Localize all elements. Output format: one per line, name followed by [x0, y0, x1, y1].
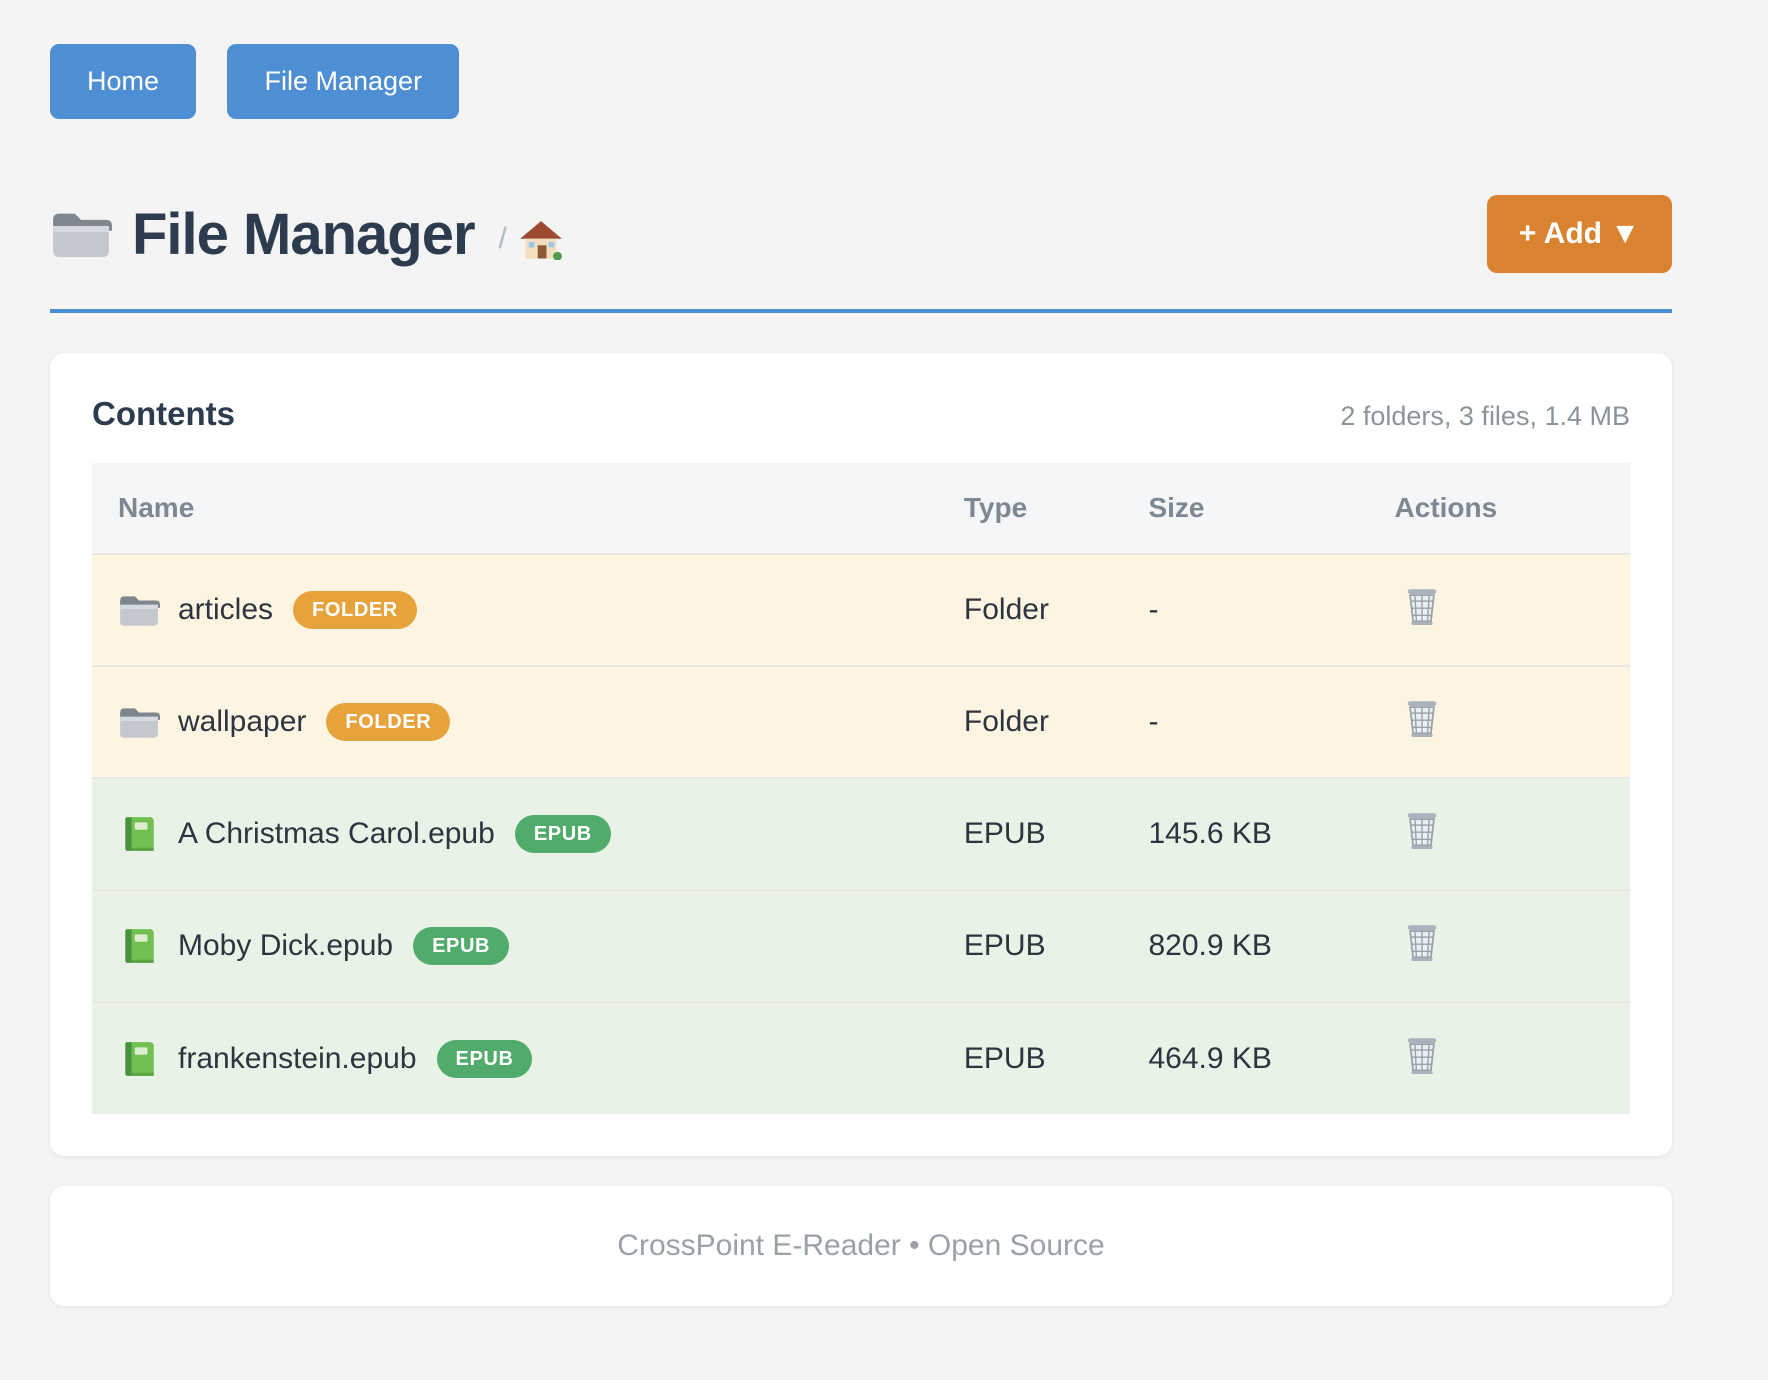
file-type: Folder: [963, 593, 1049, 626]
table-row[interactable]: frankenstein.epub EPUB EPUB 464.9 KB: [92, 1002, 1630, 1114]
table-row[interactable]: wallpaper FOLDER Folder -: [92, 666, 1630, 778]
delete-button[interactable]: [1403, 922, 1441, 964]
file-size: 820.9 KB: [1148, 929, 1272, 962]
file-size: -: [1148, 705, 1159, 738]
page-header: File Manager / + Add ▼: [50, 195, 1672, 273]
file-type: EPUB: [963, 1041, 1046, 1075]
folder-icon: [118, 703, 160, 741]
contents-card-header: Contents 2 folders, 3 files, 1.4 MB: [92, 395, 1630, 433]
folder-icon: [118, 591, 160, 629]
file-type: Folder: [963, 705, 1049, 738]
file-size: 464.9 KB: [1148, 1041, 1272, 1075]
type-badge: FOLDER: [326, 703, 451, 741]
green-book-icon: [118, 815, 160, 853]
green-book-icon: [118, 927, 160, 965]
file-manager-button[interactable]: File Manager: [227, 44, 460, 119]
breadcrumb-separator: /: [498, 222, 507, 255]
file-name[interactable]: frankenstein.epub: [178, 1041, 417, 1075]
type-badge: EPUB: [436, 1039, 533, 1078]
delete-button[interactable]: [1403, 586, 1441, 628]
table-row[interactable]: A Christmas Carol.epub EPUB EPUB 145.6 K…: [92, 778, 1630, 890]
file-type: EPUB: [963, 929, 1046, 962]
file-name[interactable]: wallpaper: [178, 705, 307, 738]
files-table-header: Name Type Size Actions: [92, 463, 1630, 554]
contents-summary: 2 folders, 3 files, 1.4 MB: [1340, 401, 1630, 431]
title-group: File Manager /: [50, 201, 563, 268]
footer-text: CrossPoint E-Reader • Open Source: [617, 1229, 1105, 1262]
home-icon[interactable]: [519, 220, 563, 261]
table-row[interactable]: Moby Dick.epub EPUB EPUB 820.9 KB: [92, 890, 1630, 1002]
home-button[interactable]: Home: [50, 44, 197, 119]
type-badge: EPUB: [413, 927, 510, 965]
type-badge: EPUB: [514, 815, 611, 853]
type-badge: FOLDER: [293, 591, 417, 629]
footer: CrossPoint E-Reader • Open Source: [50, 1186, 1672, 1306]
file-size: -: [1148, 593, 1159, 626]
file-name[interactable]: A Christmas Carol.epub: [178, 817, 495, 850]
file-size: 145.6 KB: [1148, 817, 1272, 850]
delete-button[interactable]: [1403, 810, 1441, 852]
file-name[interactable]: articles: [178, 593, 274, 626]
files-table: Name Type Size Actions: [92, 463, 1630, 1114]
table-body: articles FOLDER Folder -: [92, 554, 1630, 1114]
column-header-name: Name: [92, 463, 938, 554]
contents-heading: Contents: [92, 395, 235, 432]
accent-divider: [50, 309, 1672, 313]
delete-button[interactable]: [1403, 698, 1441, 740]
delete-button[interactable]: [1403, 1035, 1441, 1077]
green-book-icon: [118, 1040, 160, 1078]
column-header-type: Type: [937, 463, 1123, 554]
page: Home File Manager File Manager /: [50, 44, 1672, 1306]
file-type: EPUB: [963, 817, 1046, 850]
page-title: File Manager: [132, 201, 476, 267]
column-header-size: Size: [1122, 463, 1369, 554]
contents-card: Contents 2 folders, 3 files, 1.4 MB Name…: [50, 353, 1672, 1156]
add-button[interactable]: + Add ▼: [1486, 195, 1672, 273]
folder-icon: [50, 209, 112, 259]
table-row[interactable]: articles FOLDER Folder -: [92, 554, 1630, 666]
top-nav: Home File Manager: [50, 44, 1672, 119]
column-header-actions: Actions: [1368, 463, 1630, 554]
file-name[interactable]: Moby Dick.epub: [178, 929, 394, 962]
